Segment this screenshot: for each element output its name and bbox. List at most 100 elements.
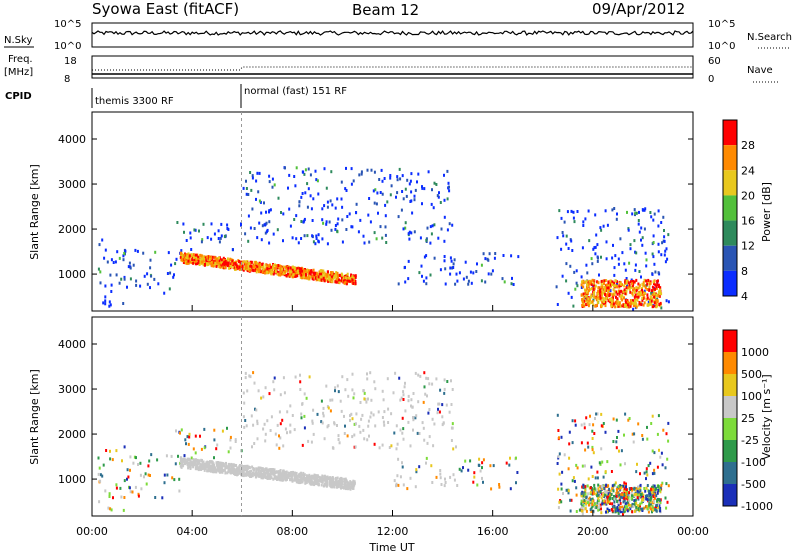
scatter-cell bbox=[413, 198, 416, 202]
scatter-cell bbox=[657, 242, 660, 246]
scatter-cell bbox=[123, 479, 126, 483]
scatter-cell bbox=[337, 485, 340, 489]
scatter-cell bbox=[385, 241, 388, 244]
scatter-cell bbox=[638, 283, 641, 287]
scatter-cell bbox=[589, 486, 592, 490]
scatter-cell bbox=[192, 462, 195, 466]
scatter-cell bbox=[295, 166, 298, 170]
scatter-cell bbox=[653, 484, 656, 488]
scatter-cell bbox=[617, 257, 620, 261]
scatter-cell bbox=[649, 496, 652, 500]
scatter-cell bbox=[655, 285, 658, 289]
scatter-cell bbox=[616, 486, 619, 490]
scatter-cell bbox=[436, 411, 439, 415]
scatter-cell bbox=[613, 495, 615, 498]
scatter-cell bbox=[218, 470, 221, 474]
scatter-cell bbox=[369, 415, 372, 419]
scatter-cell bbox=[399, 428, 402, 432]
scatter-cell bbox=[247, 466, 250, 470]
scatter-cell bbox=[571, 441, 574, 445]
scatter-cell bbox=[149, 286, 151, 290]
scatter-cell bbox=[557, 429, 560, 432]
scatter-cell bbox=[334, 386, 337, 390]
scatter-cell bbox=[110, 508, 113, 512]
scatter-cell bbox=[134, 248, 137, 252]
scatter-cell bbox=[622, 500, 625, 504]
scatter-cell bbox=[268, 174, 271, 178]
scatter-cell bbox=[316, 412, 319, 416]
scatter-cell bbox=[640, 495, 643, 499]
scatter-cell bbox=[646, 296, 649, 300]
scatter-cell bbox=[652, 255, 655, 259]
scatter-cell bbox=[225, 466, 228, 469]
scatter-cell bbox=[377, 211, 379, 215]
scatter-cell bbox=[582, 300, 584, 304]
scatter-cell bbox=[163, 291, 166, 295]
scatter-cell bbox=[293, 476, 296, 480]
scatter-cell bbox=[175, 429, 177, 433]
scatter-cell bbox=[640, 501, 643, 505]
scatter-cell bbox=[322, 411, 325, 415]
scatter-cell bbox=[383, 423, 386, 427]
scatter-cell bbox=[615, 295, 617, 299]
scatter-cell bbox=[426, 226, 429, 230]
scatter-cell bbox=[239, 260, 242, 264]
scatter-cell bbox=[429, 225, 432, 229]
scatter-cell bbox=[183, 257, 186, 261]
scatter-cell bbox=[599, 296, 602, 300]
scatter-cell bbox=[289, 224, 292, 228]
scatter-cell bbox=[640, 275, 642, 279]
scatter-cell bbox=[273, 470, 276, 474]
scatter-cell bbox=[114, 260, 117, 264]
scatter-cell bbox=[630, 285, 633, 289]
scatter-cell bbox=[421, 186, 424, 190]
scatter-cell bbox=[665, 299, 668, 303]
scatter-cell bbox=[306, 268, 309, 272]
scatter-cell bbox=[653, 295, 656, 299]
scatter-cell bbox=[242, 470, 245, 474]
scatter-cell bbox=[427, 170, 430, 174]
scatter-cell bbox=[586, 292, 589, 295]
scatter-cell bbox=[367, 424, 370, 428]
scatter-cell bbox=[462, 466, 464, 470]
scatter-cell bbox=[609, 300, 612, 304]
scatter-cell bbox=[389, 193, 392, 197]
scatter-cell bbox=[383, 410, 386, 414]
scatter-cell bbox=[104, 489, 107, 493]
scatter-cell bbox=[575, 493, 578, 497]
colorbar-swatch bbox=[723, 170, 737, 196]
scatter-cell bbox=[610, 470, 613, 473]
scatter-cell bbox=[250, 414, 253, 418]
scatter-cell bbox=[204, 263, 206, 266]
scatter-cell bbox=[190, 253, 193, 257]
scatter-cell bbox=[256, 267, 259, 271]
scatter-cell bbox=[642, 294, 645, 297]
scatter-cell bbox=[187, 442, 190, 446]
scatter-cell bbox=[629, 280, 632, 284]
scatter-cell bbox=[618, 499, 621, 503]
scatter-cell bbox=[613, 483, 616, 487]
scatter-cell bbox=[163, 481, 166, 485]
scatter-cell bbox=[633, 432, 636, 436]
scatter-cell bbox=[609, 298, 612, 302]
scatter-cell bbox=[347, 481, 350, 485]
scatter-cell bbox=[646, 293, 649, 297]
scatter-cell bbox=[438, 191, 440, 195]
scatter-cell bbox=[239, 464, 242, 468]
scatter-cell bbox=[283, 391, 286, 395]
scatter-cell bbox=[611, 486, 614, 490]
scatter-cell bbox=[635, 296, 638, 300]
scatter-cell bbox=[126, 285, 128, 289]
scatter-cell bbox=[233, 266, 236, 269]
scatter-cell bbox=[563, 220, 566, 224]
scatter-cell bbox=[287, 471, 290, 475]
scatter-cell bbox=[515, 456, 517, 460]
scatter-cell bbox=[632, 505, 635, 509]
scatter-cell bbox=[407, 394, 410, 398]
scatter-cell bbox=[623, 487, 626, 491]
scatter-cell bbox=[624, 292, 627, 296]
scatter-cell bbox=[137, 494, 140, 498]
scatter-cell bbox=[259, 469, 262, 473]
scatter-cell bbox=[207, 255, 210, 259]
nsearch-tick-top: 10^5 bbox=[708, 19, 735, 30]
